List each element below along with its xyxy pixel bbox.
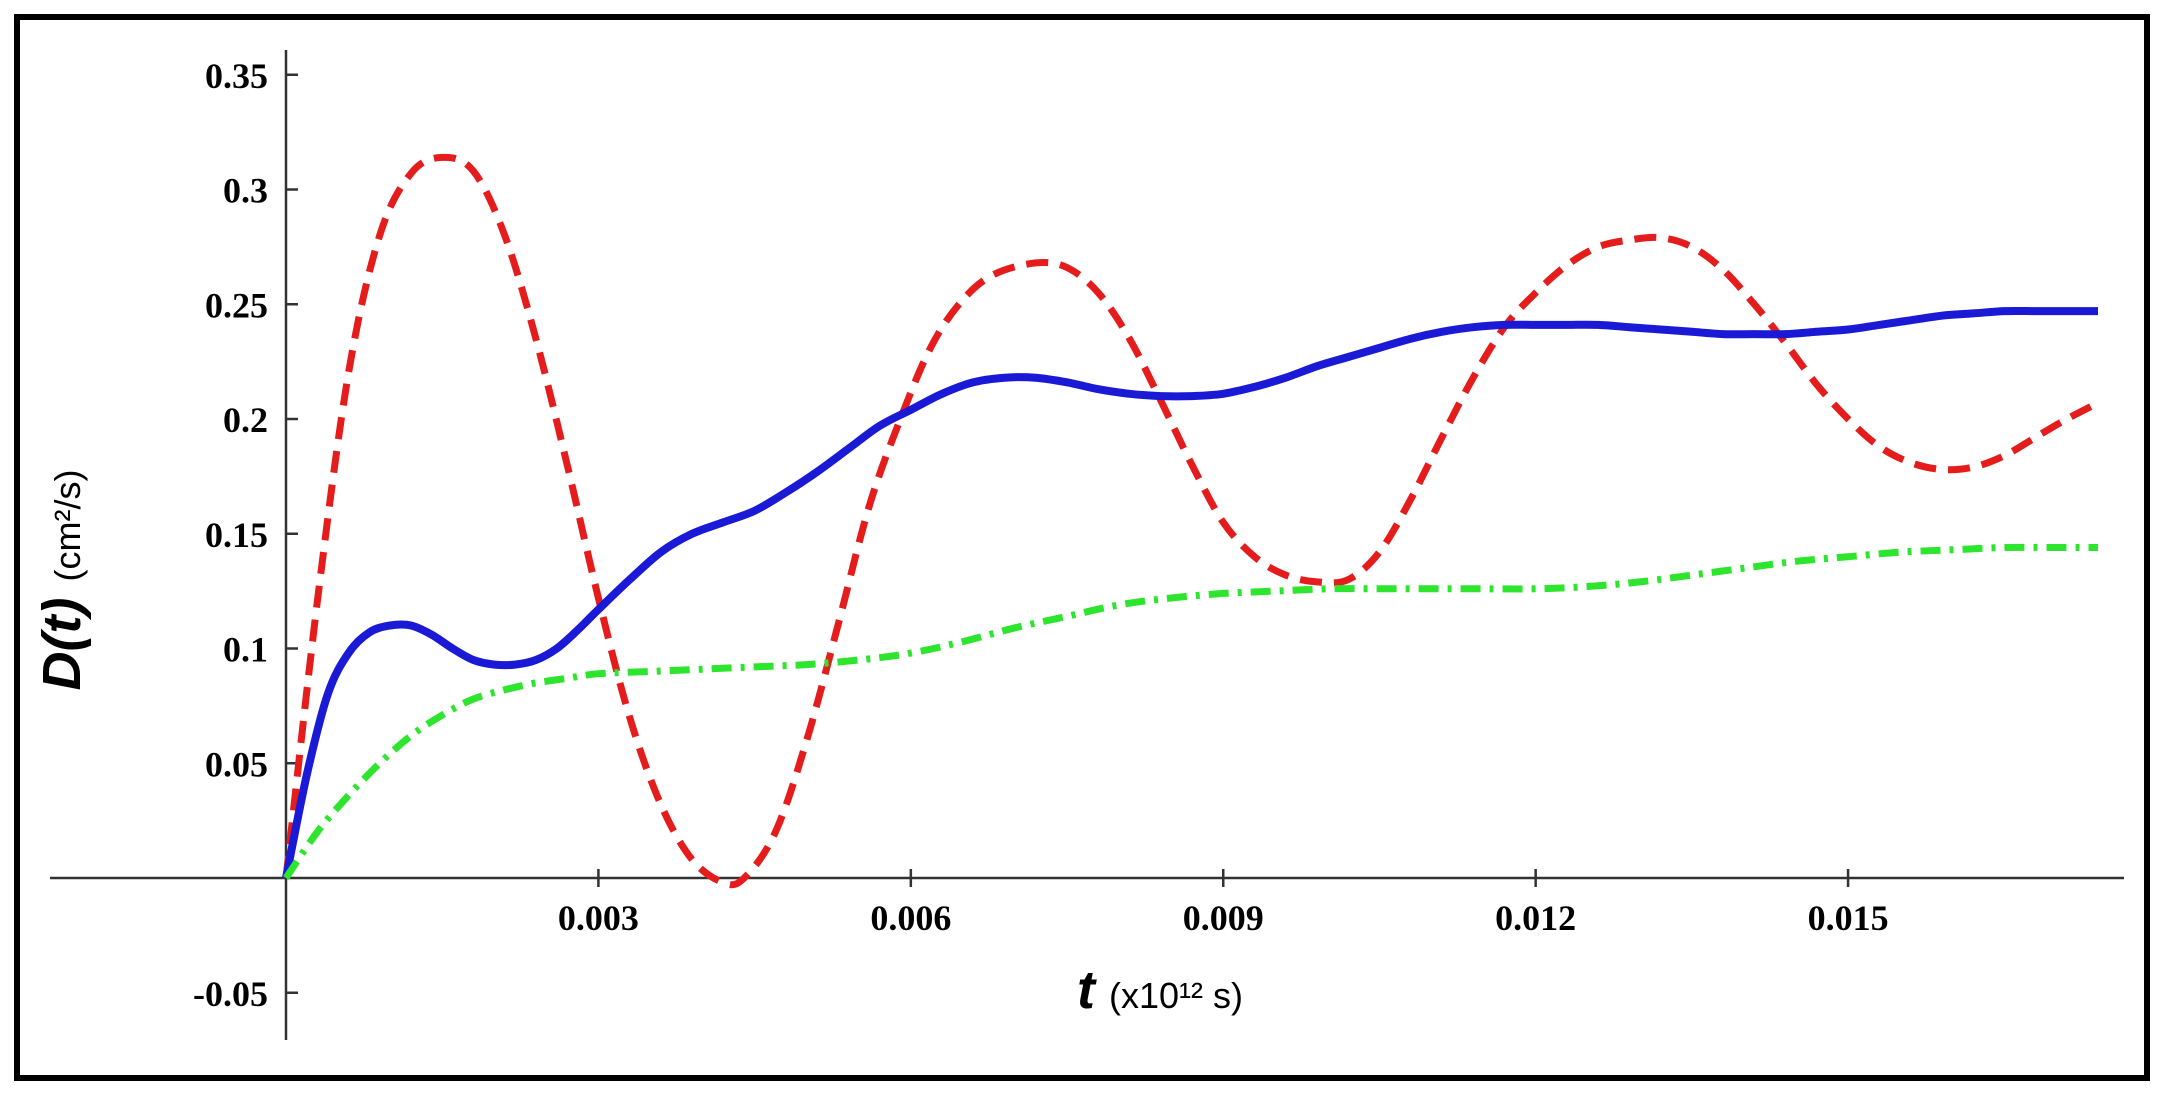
axes: [50, 50, 2124, 1040]
x-tick-label: 0.009: [1183, 898, 1264, 938]
y-tick-label: 0.35: [205, 56, 268, 96]
x-tick-label: 0.003: [558, 898, 639, 938]
y-tick-label: 0.3: [223, 171, 268, 211]
y-tick-label: 0.1: [223, 630, 268, 670]
y-tick-label: 0.15: [205, 515, 268, 555]
x-tick-label: 0.006: [870, 898, 951, 938]
y-tick-label: 0.25: [205, 285, 268, 325]
y-axis-label-main: D(t): [32, 598, 92, 691]
chart-frame: 0.003 0.006 0.009 0.012 0.015 -0.05 0.05 0.1 0.1…: [14, 14, 2150, 1081]
y-axis-label: D(t) (cm²/s): [32, 470, 92, 691]
y-tick-label: -0.05: [193, 974, 268, 1014]
ticks: 0.003 0.006 0.009 0.012 0.015 -0.05 0.05 0.1 0.1…: [193, 56, 1889, 1014]
y-tick-label: 0.05: [205, 744, 268, 784]
y-axis-label-unit: (cm²/s): [47, 470, 88, 582]
y-tick-label: 0.2: [223, 400, 268, 440]
x-axis-label-main: t: [1077, 960, 1097, 1020]
series-layer: [282, 153, 2100, 889]
x-tick-label: 0.012: [1495, 898, 1576, 938]
x-axis-label: t (x10¹² s): [1077, 960, 1243, 1020]
x-tick-label: 0.015: [1808, 898, 1889, 938]
x-axis-label-unit: (x10¹² s): [1109, 975, 1243, 1016]
green-dashdot-series: [283, 543, 2098, 880]
blue-solid-series: [282, 306, 2098, 879]
red-dashed-series: [282, 153, 2100, 889]
chart: 0.003 0.006 0.009 0.012 0.015 -0.05 0.05 0.1 0.1…: [32, 50, 2124, 1040]
